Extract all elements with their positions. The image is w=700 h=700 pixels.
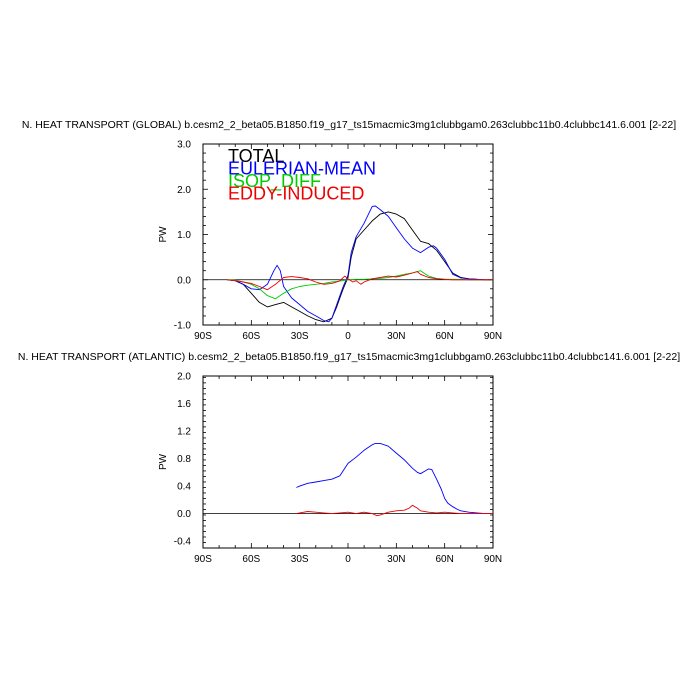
series-line-total — [227, 211, 493, 323]
y-tick-label: 0.0 — [177, 509, 191, 520]
y-axis-label: PW — [158, 453, 169, 470]
x-tick-label: 90S — [194, 554, 212, 565]
series-line-eddy-induced — [227, 271, 493, 291]
y-tick-label: 2.0 — [177, 372, 191, 383]
y-tick-label: 0.0 — [177, 275, 191, 286]
x-tick-label: 60S — [242, 331, 260, 342]
y-tick-label: -1.0 — [174, 321, 192, 332]
x-tick-label: 90N — [484, 554, 502, 565]
y-tick-label: 1.2 — [177, 427, 191, 438]
y-axis-label: PW — [158, 226, 169, 243]
legend-entry-eddy-induced: EDDY-INDUCED — [228, 184, 364, 204]
plot-frame — [202, 375, 494, 549]
x-tick-label: 30N — [387, 331, 405, 342]
series-line-eulerian-mean — [296, 442, 493, 515]
legend-entry-isop-diff: ISOP_DIFF — [228, 171, 321, 192]
y-tick-label: 1.0 — [177, 230, 191, 241]
x-tick-label: 0 — [345, 331, 351, 342]
x-tick-label: 30S — [291, 554, 309, 565]
series-line-eddy-induced — [296, 504, 493, 517]
y-tick-label: 0.8 — [177, 454, 191, 465]
x-tick-label: 30S — [291, 331, 309, 342]
series-line-eulerian-mean — [227, 205, 493, 323]
x-tick-label: 30N — [387, 554, 405, 565]
chart-title: N. HEAT TRANSPORT (GLOBAL) b.cesm2_2_bet… — [22, 119, 676, 131]
legend-entry-eulerian-mean: EULERIAN-MEAN — [228, 159, 376, 179]
y-tick-label: -0.4 — [174, 537, 192, 548]
chart-title: N. HEAT TRANSPORT (ATLANTIC) b.cesm2_2_b… — [18, 351, 680, 363]
x-tick-label: 60N — [435, 554, 453, 565]
x-tick-label: 60N — [435, 331, 453, 342]
x-tick-label: 0 — [345, 554, 351, 565]
x-tick-label: 60S — [242, 554, 260, 565]
y-tick-label: 3.0 — [177, 140, 191, 151]
x-tick-label: 90N — [484, 331, 502, 342]
x-tick-label: 90S — [194, 331, 212, 342]
legend-entry-total: TOTAL — [228, 146, 284, 166]
y-tick-label: 1.6 — [177, 399, 191, 410]
y-tick-label: 2.0 — [177, 185, 191, 196]
y-tick-label: 0.4 — [177, 482, 191, 493]
chart-panel-1: N. HEAT TRANSPORT (GLOBAL) b.cesm2_2_bet… — [22, 119, 676, 342]
chart-panel-2: N. HEAT TRANSPORT (ATLANTIC) b.cesm2_2_b… — [18, 351, 680, 565]
